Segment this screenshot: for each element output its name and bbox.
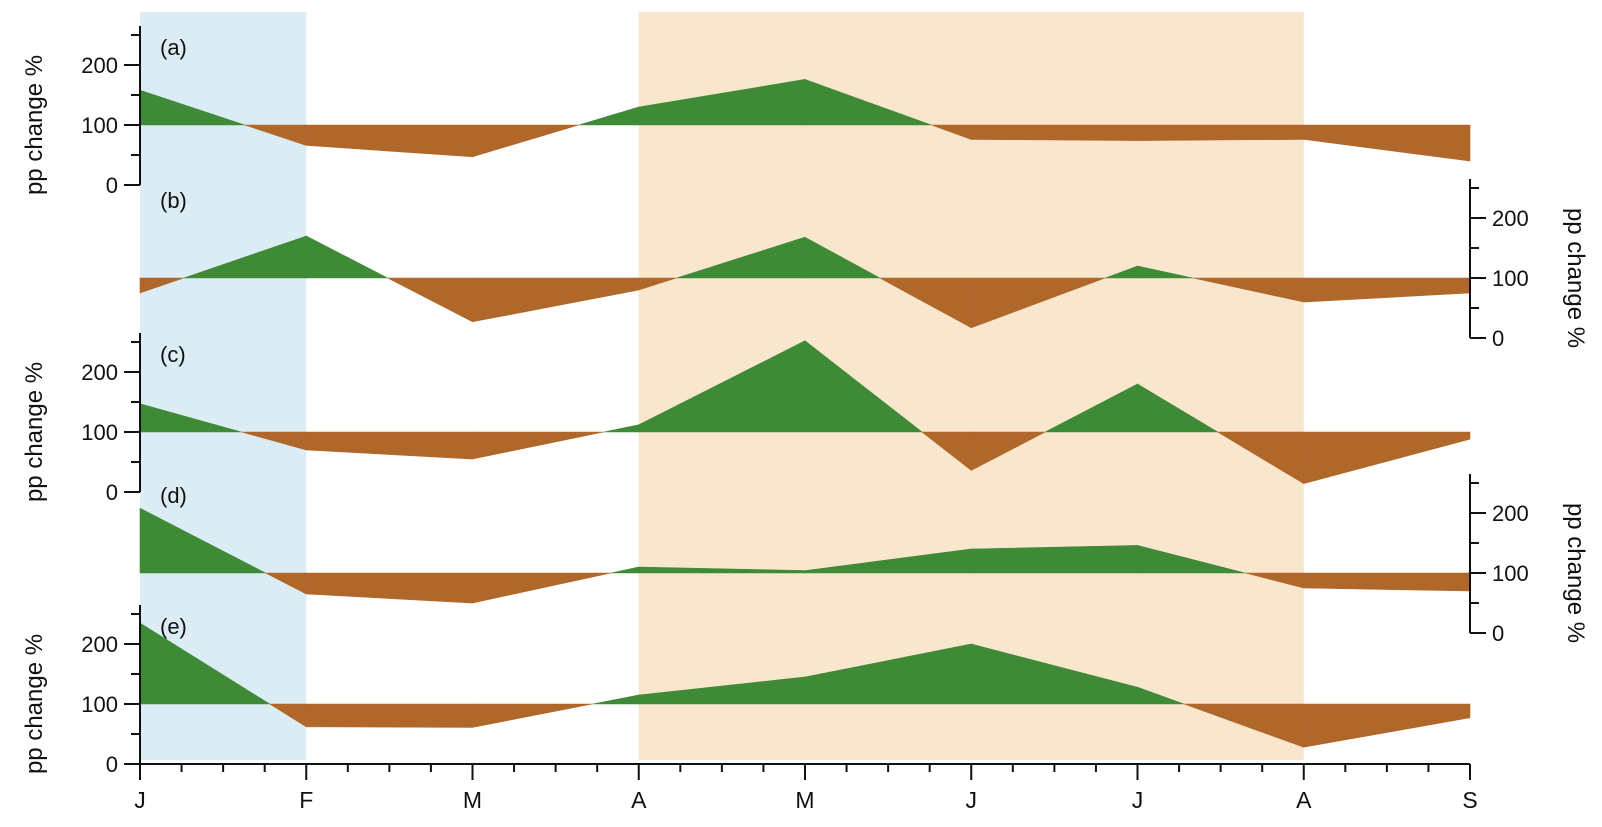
x-tick-label: J <box>1132 787 1144 813</box>
panels: (a) 0 100 200 pp change % (b) 0 100 200 pp change… <box>21 26 1589 777</box>
decrease-area <box>970 431 1046 471</box>
decrease-area <box>970 124 1138 141</box>
y-tick-label: 200 <box>81 632 118 657</box>
increase-area <box>603 424 640 433</box>
increase-area <box>592 694 640 705</box>
panel-label: (e) <box>160 614 187 639</box>
decrease-area <box>305 572 473 604</box>
x-tick-label: J <box>966 787 978 813</box>
y-axis-title: pp change % <box>21 634 48 774</box>
decrease-area <box>305 703 473 728</box>
decrease-area <box>1303 431 1471 484</box>
increase-area <box>804 340 923 433</box>
panel-c: (c) 0 100 200 pp change % <box>21 333 1471 505</box>
decrease-area <box>472 703 593 728</box>
decrease-area <box>305 124 473 158</box>
y-axis-title: pp change % <box>21 55 48 195</box>
y-tick-label: 200 <box>1492 206 1529 231</box>
y-tick-label: 200 <box>1492 501 1529 526</box>
panel-d: (d) 0 100 200 pp change % <box>139 474 1589 646</box>
increase-area <box>578 106 640 126</box>
decrease-area <box>472 277 640 323</box>
y-tick-label: 100 <box>81 692 118 717</box>
y-axis-title: pp change % <box>21 362 48 502</box>
x-tick-label: M <box>795 787 814 813</box>
increase-area <box>1137 383 1219 433</box>
y-tick-label: 200 <box>81 53 118 78</box>
increase-area <box>139 507 266 574</box>
y-tick-label: 0 <box>1492 326 1504 351</box>
x-tick-label: S <box>1462 787 1477 813</box>
panel-label: (b) <box>160 188 187 213</box>
increase-area <box>1137 545 1246 574</box>
decrease-area <box>305 431 473 460</box>
decrease-area <box>1137 124 1305 141</box>
decrease-area <box>1303 124 1471 162</box>
x-tick-label: A <box>1296 787 1312 813</box>
x-tick-label: A <box>631 787 647 813</box>
winter-band <box>140 12 307 760</box>
panel-label: (c) <box>160 342 186 367</box>
decrease-area <box>638 277 677 291</box>
increase-area <box>804 236 881 279</box>
y-tick-label: 200 <box>81 360 118 385</box>
panel-a: (a) 0 100 200 pp change % <box>21 26 1471 198</box>
y-tick-label: 100 <box>1492 266 1529 291</box>
y-tick-label: 0 <box>106 173 118 198</box>
y-tick-label: 100 <box>1492 561 1529 586</box>
panel-label: (a) <box>160 35 187 60</box>
y-tick-label: 100 <box>81 113 118 138</box>
decrease-area <box>139 277 184 294</box>
increase-area <box>1137 265 1193 279</box>
increase-area <box>804 78 932 126</box>
y-tick-label: 0 <box>106 752 118 777</box>
decrease-area <box>1303 572 1471 592</box>
increase-area <box>1137 686 1185 705</box>
y-tick-label: 0 <box>1492 621 1504 646</box>
panel-b: (b) 0 100 200 pp change % <box>139 179 1589 351</box>
decrease-area <box>1303 277 1471 303</box>
increase-area <box>610 566 640 574</box>
panel-label: (d) <box>160 483 187 508</box>
decrease-area <box>1303 703 1471 748</box>
decrease-area <box>472 431 604 460</box>
panel-e: (e) 0 100 200 pp change % <box>21 605 1471 777</box>
x-tick-label: J <box>134 787 146 813</box>
y-axis-title: pp change % <box>1562 208 1589 348</box>
y-tick-label: 100 <box>81 420 118 445</box>
decrease-area <box>472 124 579 158</box>
y-axis-title: pp change % <box>1562 503 1589 643</box>
increase-area <box>970 545 1138 574</box>
decrease-area <box>472 572 612 604</box>
x-tick-label: F <box>299 787 313 813</box>
decrease-area <box>970 277 1106 329</box>
increase-area <box>305 235 388 279</box>
decrease-area <box>387 277 473 323</box>
y-tick-label: 0 <box>106 480 118 505</box>
x-tick-label: M <box>463 787 482 813</box>
